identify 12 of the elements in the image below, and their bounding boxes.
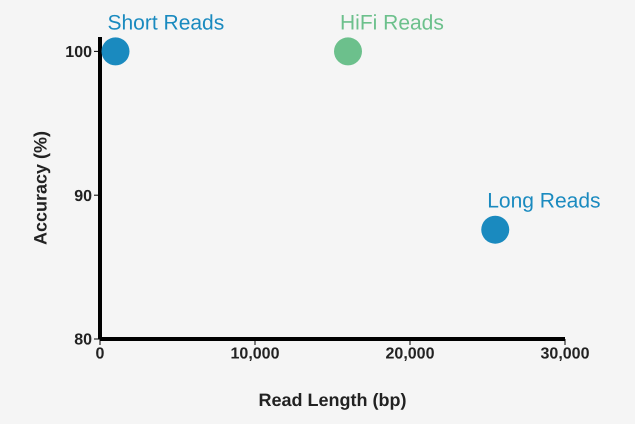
y-axis-title: Accuracy (%) — [30, 130, 50, 246]
series-label: Short Reads — [108, 11, 224, 34]
x-tick-label: 10,000 — [230, 345, 280, 362]
x-axis-title: Read Length (bp) — [258, 390, 406, 410]
series-label: HiFi Reads — [340, 11, 444, 34]
y-tick-label: 90 — [74, 188, 92, 205]
y-tick-label: 80 — [74, 332, 92, 349]
x-tick-label: 30,000 — [540, 345, 590, 362]
y-tick-label: 100 — [65, 44, 92, 62]
x-tick-label: 0 — [96, 345, 105, 362]
x-tick-label: 20,000 — [386, 345, 435, 362]
series-label: Long Reads — [487, 190, 601, 213]
